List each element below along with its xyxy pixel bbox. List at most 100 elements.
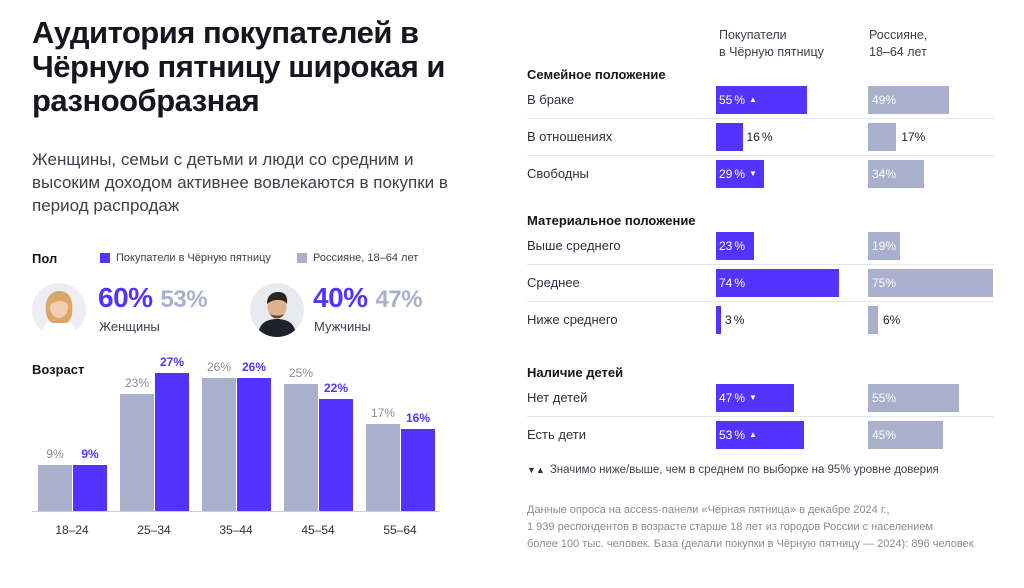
row-separator xyxy=(527,155,994,156)
row-bar-primary xyxy=(716,86,808,114)
row-bar-secondary-value: 6% xyxy=(883,313,900,327)
percent-sign: % xyxy=(734,239,746,253)
row-label: В отношениях xyxy=(527,129,613,144)
percent-sign: % xyxy=(885,93,897,107)
women-primary-pct: 60% xyxy=(98,282,153,313)
row-bar-primary-number: 23 xyxy=(719,239,733,253)
row-bar-secondary xyxy=(868,269,993,297)
men-secondary-pct: 47% xyxy=(375,286,423,313)
row-bar-secondary-number: 17 xyxy=(901,130,915,144)
woman-portrait-icon xyxy=(32,283,86,337)
header-primary-line-1: Покупатели xyxy=(719,28,787,42)
down-triangle-icon: ▼ xyxy=(749,169,757,178)
row-bar-secondary-number: 19 xyxy=(872,239,886,253)
row-label: Свободны xyxy=(527,166,589,181)
legend-secondary: Россияне, 18–64 лет xyxy=(297,252,418,264)
row-bar-secondary-value: 34% xyxy=(872,167,896,181)
up-triangle-icon: ▲ xyxy=(749,95,757,104)
header-primary: Покупатели в Чёрную пятницу xyxy=(719,27,824,61)
row-bar-primary-value: 53% ▲ xyxy=(719,428,757,442)
percent-sign: % xyxy=(734,167,746,181)
footnote-line-1: Данные опроса на access-панели «Чёрная п… xyxy=(527,504,890,516)
header-secondary-line-2: 18–64 лет xyxy=(869,45,927,59)
row-bar-secondary xyxy=(868,306,878,334)
row-bar-primary xyxy=(716,269,839,297)
row-bar-secondary xyxy=(868,86,950,114)
man-portrait-icon xyxy=(250,283,304,337)
gender-section-label: Пол xyxy=(32,251,58,266)
group-title: Наличие детей xyxy=(527,365,624,380)
header-primary-line-2: в Чёрную пятницу xyxy=(719,45,824,59)
row-bar-secondary-value: 49% xyxy=(872,93,896,107)
legend-secondary-swatch xyxy=(297,253,307,263)
legend-primary: Покупатели в Чёрную пятницу xyxy=(100,252,271,264)
legend-primary-label: Покупатели в Чёрную пятницу xyxy=(116,252,271,264)
row-label: Выше среднего xyxy=(527,238,621,253)
row-bar-primary-number: 3 xyxy=(725,313,732,327)
group-title: Семейное положение xyxy=(527,67,666,82)
percent-sign: % xyxy=(885,167,897,181)
row-label: Есть дети xyxy=(527,427,586,442)
legend-secondary-label: Россияне, 18–64 лет xyxy=(313,252,419,264)
row-bar-secondary-value: 17% xyxy=(901,130,925,144)
row-separator xyxy=(527,264,994,265)
row-bar-secondary-number: 49 xyxy=(872,93,886,107)
page-title: Аудитория покупателей в Чёрную пятницу ш… xyxy=(32,15,445,118)
women-secondary-pct: 53% xyxy=(160,286,208,313)
row-bar-primary-value: 74% xyxy=(719,276,745,290)
row-bar-secondary xyxy=(868,123,897,151)
row-bar-primary-value: 47% ▼ xyxy=(719,391,757,405)
percent-sign: % xyxy=(734,93,746,107)
men-label: Мужчины xyxy=(314,319,371,334)
percent-sign: % xyxy=(885,391,897,405)
percent-sign: % xyxy=(734,428,746,442)
up-triangle-icon: ▲ xyxy=(749,430,757,439)
row-bar-primary xyxy=(716,123,743,151)
row-bar-primary-number: 29 xyxy=(719,167,733,181)
man-avatar xyxy=(250,283,304,337)
row-bar-primary-number: 47 xyxy=(719,391,733,405)
row-bar-primary-value: 29% ▼ xyxy=(719,167,757,181)
percent-sign: % xyxy=(885,276,897,290)
age-chart-title: Возраст xyxy=(32,362,85,377)
row-bar-primary xyxy=(716,306,721,334)
row-bar-primary-value: 3% xyxy=(725,313,744,327)
percent-sign: % xyxy=(889,313,901,327)
header-secondary: Россияне, 18–64 лет xyxy=(869,27,927,61)
women-stats: 60% 53% xyxy=(98,282,208,314)
men-stats: 40% 47% xyxy=(313,282,423,314)
up-down-marker-icon: ▼▲ xyxy=(527,465,545,475)
row-separator xyxy=(527,416,994,417)
percent-sign: % xyxy=(733,313,745,327)
row-bar-secondary-number: 45 xyxy=(872,428,886,442)
men-primary-pct: 40% xyxy=(313,282,368,313)
row-bar-secondary-value: 55% xyxy=(872,391,896,405)
row-bar-primary xyxy=(716,160,765,188)
row-label: Среднее xyxy=(527,275,580,290)
row-bar-secondary-number: 34 xyxy=(872,167,886,181)
woman-avatar xyxy=(32,283,86,337)
percent-sign: % xyxy=(885,239,897,253)
women-label: Женщины xyxy=(99,319,160,334)
significance-note: ▼▲ Значимо ниже/выше, чем в среднем по в… xyxy=(527,464,939,476)
row-label: Ниже среднего xyxy=(527,312,618,327)
row-bar-secondary-value: 45% xyxy=(872,428,896,442)
group-title: Материальное положение xyxy=(527,213,696,228)
footnote: Данные опроса на access-панели «Чёрная п… xyxy=(527,502,974,553)
legend-primary-swatch xyxy=(100,253,110,263)
row-bar-secondary-value: 75% xyxy=(872,276,896,290)
row-label: В браке xyxy=(527,92,575,107)
row-bar-secondary-value: 19% xyxy=(872,239,896,253)
percent-sign: % xyxy=(885,428,897,442)
row-bar-primary-number: 16 xyxy=(746,130,760,144)
row-bar-secondary xyxy=(868,160,925,188)
row-bar-primary-value: 16% xyxy=(747,130,773,144)
page-subtitle: Женщины, семьи с детьми и люди со средни… xyxy=(32,150,448,215)
row-bar-secondary xyxy=(868,421,943,449)
row-bar-secondary-number: 55 xyxy=(872,391,886,405)
header-secondary-line-1: Россияне, xyxy=(869,28,928,42)
down-triangle-icon: ▼ xyxy=(749,393,757,402)
percent-sign: % xyxy=(914,130,926,144)
row-bar-secondary xyxy=(868,384,960,412)
row-bar-primary xyxy=(716,421,804,449)
